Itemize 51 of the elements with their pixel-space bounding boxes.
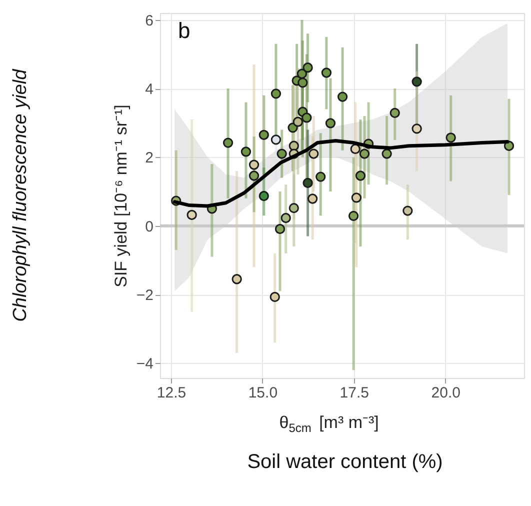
point — [302, 178, 313, 188]
x-tick-label: 20.0 — [431, 384, 460, 402]
point — [402, 206, 413, 216]
point — [307, 194, 318, 204]
point — [258, 190, 269, 202]
point — [270, 88, 282, 99]
point — [355, 170, 366, 181]
point — [351, 192, 362, 203]
annotation: b — [178, 18, 190, 43]
point — [382, 148, 392, 159]
point — [186, 210, 197, 220]
x-tick-label: 12.5 — [156, 384, 186, 402]
point — [348, 210, 359, 221]
y-tick-label: 4 — [145, 81, 154, 98]
point — [258, 130, 269, 140]
point — [308, 148, 319, 159]
point — [316, 172, 326, 182]
point — [248, 170, 260, 181]
point — [292, 116, 303, 127]
point — [337, 92, 348, 102]
point — [276, 148, 287, 159]
point — [288, 202, 299, 214]
y-axis-title: SIF yield [10⁻⁶ nm⁻¹ sr⁻¹] — [111, 104, 130, 288]
point — [446, 132, 456, 143]
y-tick-label: 2 — [145, 150, 154, 167]
x-tick-label: 15.0 — [248, 384, 278, 402]
point — [298, 78, 308, 88]
point — [222, 138, 234, 148]
point — [325, 118, 336, 128]
text: Chlorophyll fluorescence yield — [10, 68, 31, 322]
point — [302, 62, 313, 73]
point — [321, 68, 332, 78]
point — [359, 148, 370, 159]
point — [248, 160, 260, 170]
point — [240, 146, 252, 157]
text: Soil water content (%) — [247, 451, 443, 473]
point — [412, 76, 422, 87]
point — [390, 108, 400, 118]
point — [302, 112, 312, 123]
y-tick-label: 6 — [145, 12, 154, 30]
y-tick-label: 0 — [145, 218, 154, 236]
point — [350, 144, 360, 154]
point — [274, 224, 286, 234]
point — [270, 292, 280, 302]
x-tick-label: 17.5 — [340, 384, 369, 402]
y-tick-label: −4 — [136, 356, 154, 373]
point — [270, 134, 282, 145]
point — [280, 212, 291, 224]
point — [232, 274, 242, 284]
point — [412, 124, 422, 134]
y-tick-label: −2 — [136, 287, 154, 304]
